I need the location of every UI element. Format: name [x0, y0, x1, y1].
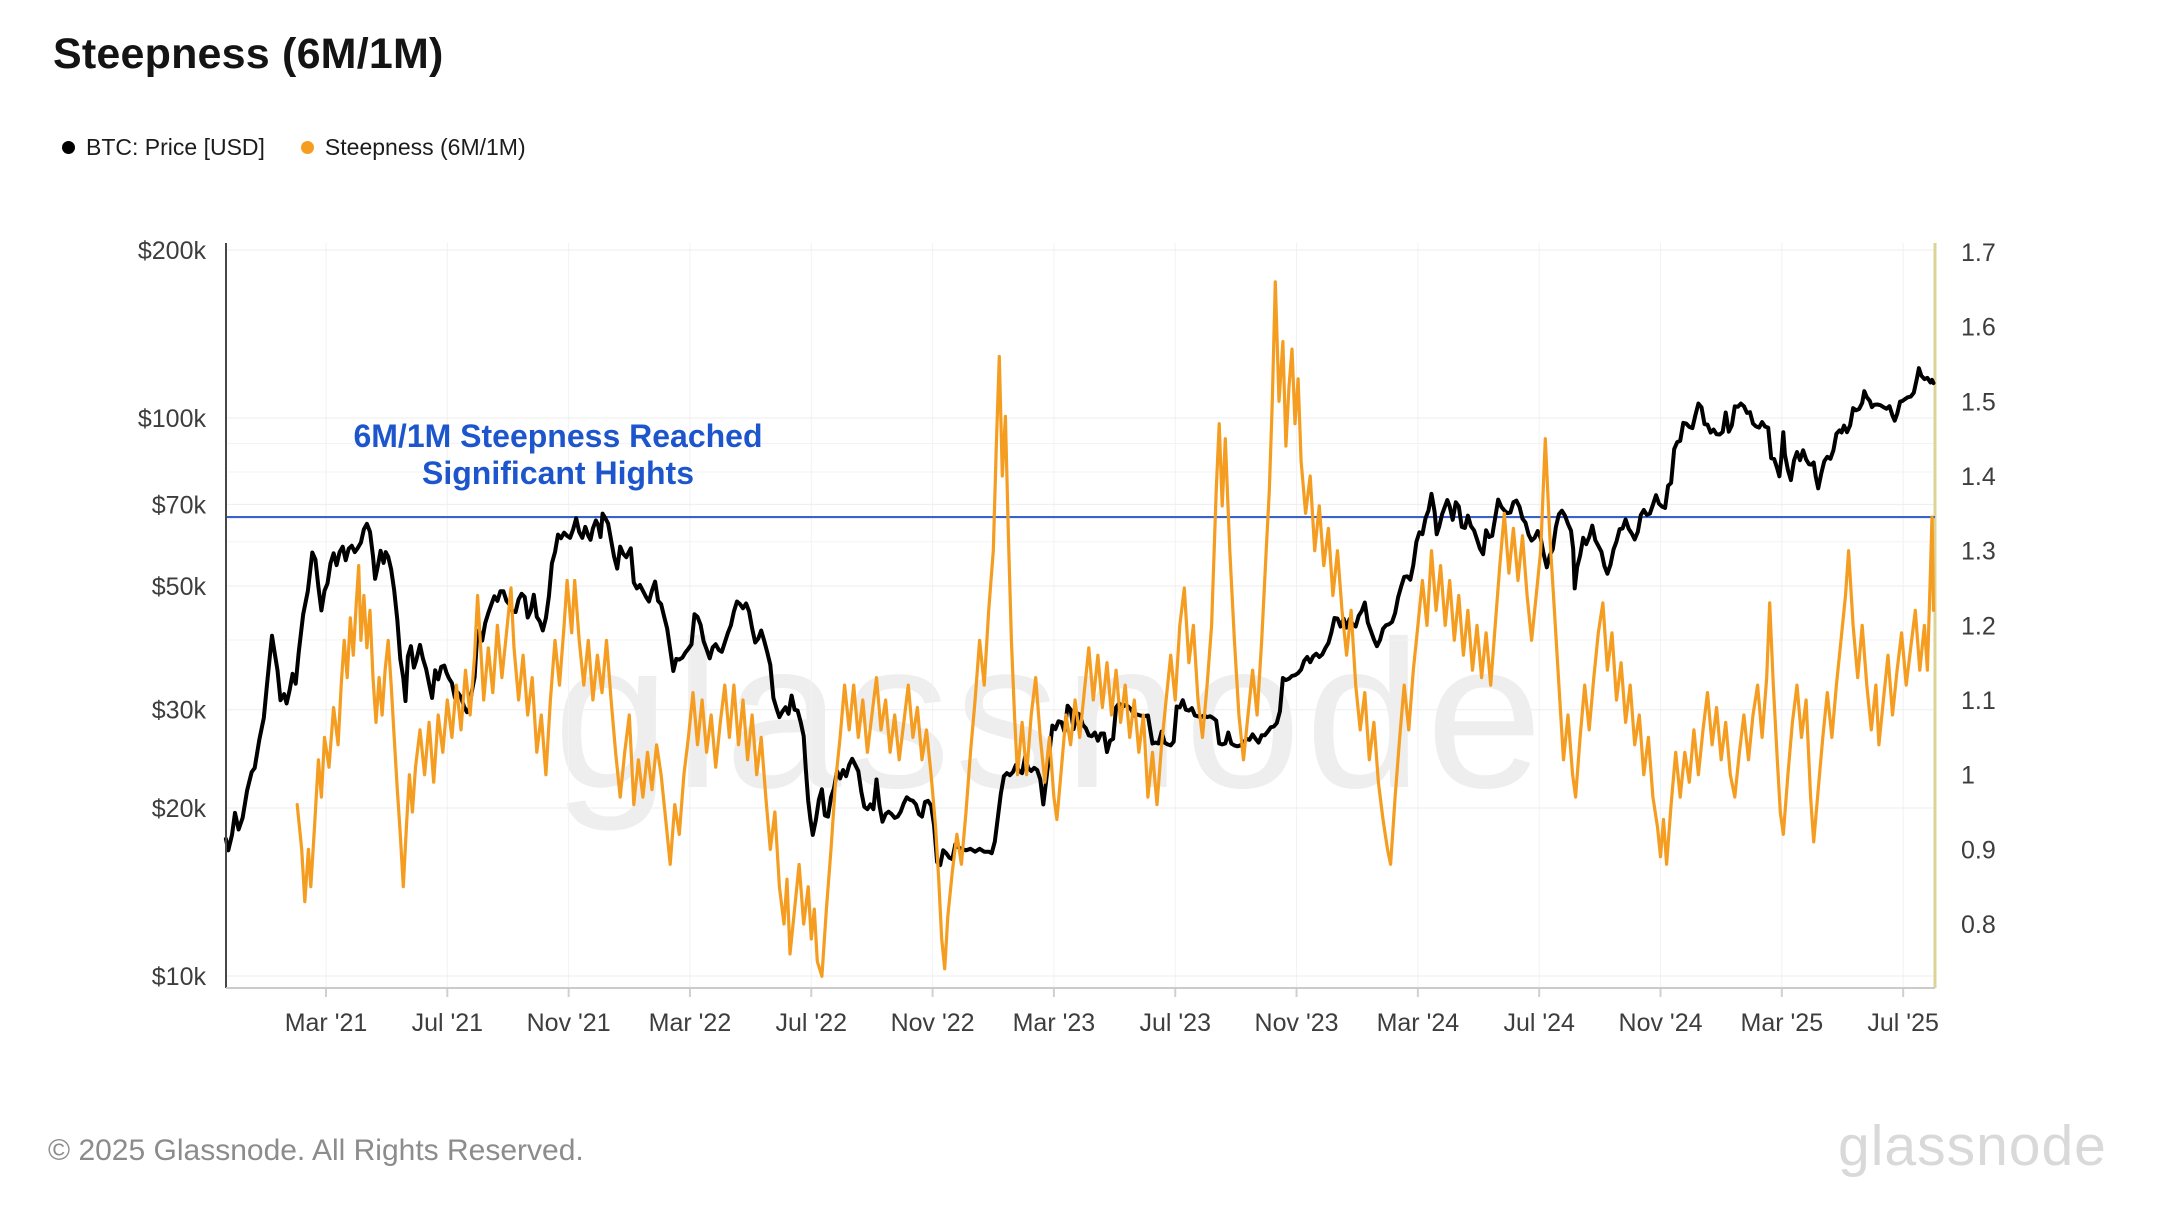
legend-label-btc-price: BTC: Price [USD]: [86, 134, 265, 160]
y-axis-label-left: $50k: [152, 573, 207, 601]
glassnode-logo: glassnode: [1838, 1114, 2107, 1178]
y-axis-label-right: 1.1: [1961, 687, 1996, 715]
btc-series-dot-icon: [62, 141, 75, 154]
y-axis-label-right: 1: [1961, 762, 1975, 790]
page-title: Steepness (6M/1M): [53, 30, 444, 78]
copyright-text: © 2025 Glassnode. All Rights Reserved.: [48, 1134, 584, 1167]
y-axis-label-right: 1.5: [1961, 388, 1996, 416]
steepness-series-line: [295, 280, 1936, 978]
chart-annotation: 6M/1M Steepness Reached Significant High…: [308, 418, 808, 492]
y-axis-label-left: $20k: [152, 795, 207, 823]
y-axis-label-right: 1.2: [1961, 612, 1996, 640]
y-axis-label-right: 1.3: [1961, 538, 1996, 566]
x-axis-label: Jul '24: [1503, 1009, 1575, 1037]
y-axis-label-left: $100k: [138, 405, 207, 433]
x-axis-label: Jul '25: [1867, 1009, 1938, 1037]
y-axis-label-left: $30k: [152, 697, 207, 725]
legend-item-btc-price[interactable]: BTC: Price [USD]: [62, 134, 265, 161]
annotation-line-2: Significant Hights: [422, 455, 694, 491]
x-axis-label: Jul '21: [412, 1009, 483, 1037]
x-axis-label: Mar '24: [1377, 1009, 1460, 1037]
chart-legend: BTC: Price [USD] Steepness (6M/1M): [62, 134, 526, 161]
x-axis-label: Mar '23: [1013, 1009, 1096, 1037]
legend-label-steepness: Steepness (6M/1M): [324, 134, 526, 160]
x-axis-label: Mar '22: [649, 1009, 732, 1037]
price-series-line: [223, 366, 1936, 868]
steepness-series-dot-icon: [300, 141, 314, 154]
y-axis-label-right: 0.8: [1961, 911, 1996, 939]
x-axis-label: Nov '23: [1255, 1009, 1339, 1037]
annotation-line-1: 6M/1M Steepness Reached: [353, 418, 763, 454]
y-axis-label-left: $200k: [138, 237, 207, 265]
legend-item-steepness[interactable]: Steepness (6M/1M): [300, 134, 526, 161]
y-axis-label-right: 1.6: [1961, 314, 1996, 342]
y-axis-label-right: 1.4: [1961, 463, 1996, 491]
x-axis-label: Nov '22: [891, 1009, 975, 1037]
x-axis-label: Nov '21: [527, 1009, 611, 1037]
y-axis-label-left: $10k: [152, 963, 207, 991]
x-axis-label: Jul '22: [776, 1009, 847, 1037]
x-axis-label: Nov '24: [1619, 1009, 1703, 1037]
x-axis-label: Mar '21: [285, 1009, 368, 1037]
y-axis-label-right: 0.9: [1961, 836, 1996, 864]
y-axis-label-left: $70k: [152, 491, 207, 519]
x-axis-label: Mar '25: [1741, 1009, 1824, 1037]
y-axis-label-right: 1.7: [1961, 239, 1996, 267]
x-axis-label: Jul '23: [1139, 1009, 1210, 1037]
